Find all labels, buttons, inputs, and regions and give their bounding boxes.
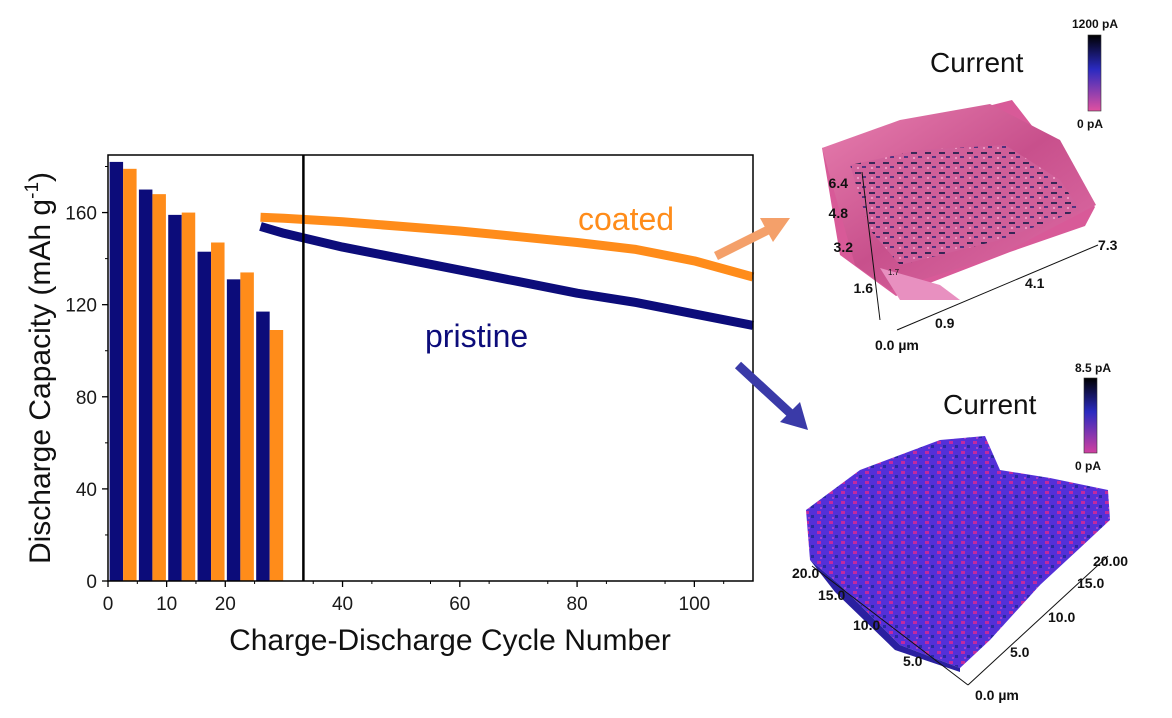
arrow-pristine bbox=[734, 361, 808, 430]
y-tick-label: 0 bbox=[86, 572, 97, 593]
bar-group-layer bbox=[109, 161, 284, 582]
y-tick-label: 40 bbox=[76, 480, 97, 501]
map-title-pristine: Current bbox=[943, 389, 1037, 420]
colorbar-pristine bbox=[1083, 377, 1098, 454]
map-ztick-coated: 6.4 bbox=[829, 175, 849, 191]
bar-pristine bbox=[197, 251, 212, 582]
series-line-pristine bbox=[259, 222, 754, 330]
map-righttick-pristine: 20.00 bbox=[1093, 553, 1128, 569]
colorbar-max-coated: 1200 pA bbox=[1072, 17, 1118, 31]
colorbar-min-pristine: 0 pA bbox=[1075, 459, 1101, 473]
y-tick-label: 80 bbox=[76, 388, 97, 409]
current-map-pristine: Current 8.5 pA 0 pA 20.0 15.0 10.0 5.0 2… bbox=[792, 361, 1128, 703]
x-tick-label: 20 bbox=[215, 594, 236, 615]
x-tick-label: 40 bbox=[332, 594, 353, 615]
map-lefttick-pristine: 5.0 bbox=[903, 653, 923, 669]
bar-coated bbox=[240, 272, 254, 581]
map-xtick-coated: 4.1 bbox=[1025, 275, 1045, 291]
surface-texture-coated bbox=[850, 145, 1080, 265]
map-righttick-pristine: 10.0 bbox=[1048, 609, 1075, 625]
arrow-coated bbox=[713, 218, 790, 261]
map-righttick-pristine: 0.0 µm bbox=[975, 687, 1019, 703]
right-axis-pristine bbox=[967, 555, 1109, 686]
x-tick-label: 100 bbox=[679, 594, 711, 615]
x-axis-ticks: 0 10 20 40 60 80 100 bbox=[103, 581, 725, 615]
y-axis-ticks: 0 40 80 120 160 bbox=[65, 166, 108, 593]
series-lines bbox=[259, 212, 755, 330]
colorbar-max-pristine: 8.5 pA bbox=[1075, 361, 1111, 375]
bar-pristine bbox=[226, 279, 241, 581]
bar-coated bbox=[152, 194, 166, 582]
x-tick-label: 10 bbox=[156, 594, 177, 615]
left-axis-pristine bbox=[811, 565, 969, 686]
map-lefttick-pristine: 10.0 bbox=[853, 617, 880, 633]
current-map-coated: Current 1200 pA 0 pA 6.4 4.8 3.2 1.6 1.7… bbox=[822, 17, 1118, 353]
colorbar-min-coated: 0 pA bbox=[1077, 117, 1103, 131]
map-lefttick-pristine: 20.0 bbox=[792, 565, 819, 581]
map-ztick-coated: 3.2 bbox=[834, 239, 854, 255]
map-lefttick-pristine: 15.0 bbox=[818, 587, 845, 603]
bar-coated bbox=[269, 330, 284, 581]
map-ztick-coated: 1.6 bbox=[854, 280, 874, 296]
x-axis-title: Charge-Discharge Cycle Number bbox=[229, 624, 671, 657]
y-axis-coated bbox=[896, 244, 1099, 331]
surface-lowside-coated bbox=[880, 268, 960, 300]
series-label-pristine: pristine bbox=[425, 318, 528, 354]
x-tick-label: 60 bbox=[449, 594, 470, 615]
x-tick-label: 0 bbox=[103, 594, 114, 615]
bar-pristine bbox=[256, 311, 270, 581]
y-tick-label: 160 bbox=[65, 204, 97, 225]
bar-pristine bbox=[168, 214, 182, 581]
y-axis-title: Discharge Capacity (mAh g-1) bbox=[22, 172, 57, 564]
map-ytick-coated: 0.9 bbox=[935, 315, 955, 331]
map-righttick-pristine: 5.0 bbox=[1010, 644, 1030, 660]
map-title-coated: Current bbox=[930, 47, 1024, 78]
surface-pristine bbox=[806, 436, 1110, 668]
bar-coated bbox=[211, 242, 225, 582]
map-ztick-coated: 4.8 bbox=[829, 205, 849, 221]
bar-pristine bbox=[109, 161, 124, 581]
main-chart: 0 10 20 40 60 80 100 0 40 80 120 160 Charge-Discha… bbox=[22, 154, 755, 657]
map-ytick-coated: 0.0 µm bbox=[875, 337, 919, 353]
map-xtick-coated: 7.3 bbox=[1098, 237, 1118, 253]
bar-coated bbox=[181, 212, 196, 581]
map-small-mark-coated: 1.7 bbox=[888, 268, 900, 277]
bar-coated bbox=[123, 168, 137, 581]
x-tick-label: 80 bbox=[567, 594, 588, 615]
bar-pristine bbox=[138, 189, 153, 582]
colorbar-coated bbox=[1087, 34, 1102, 112]
map-righttick-pristine: 15.0 bbox=[1077, 575, 1104, 591]
y-tick-label: 120 bbox=[65, 296, 97, 317]
series-line-coated bbox=[260, 212, 755, 282]
series-label-coated: coated bbox=[578, 201, 674, 237]
z-axis-coated bbox=[861, 171, 881, 321]
